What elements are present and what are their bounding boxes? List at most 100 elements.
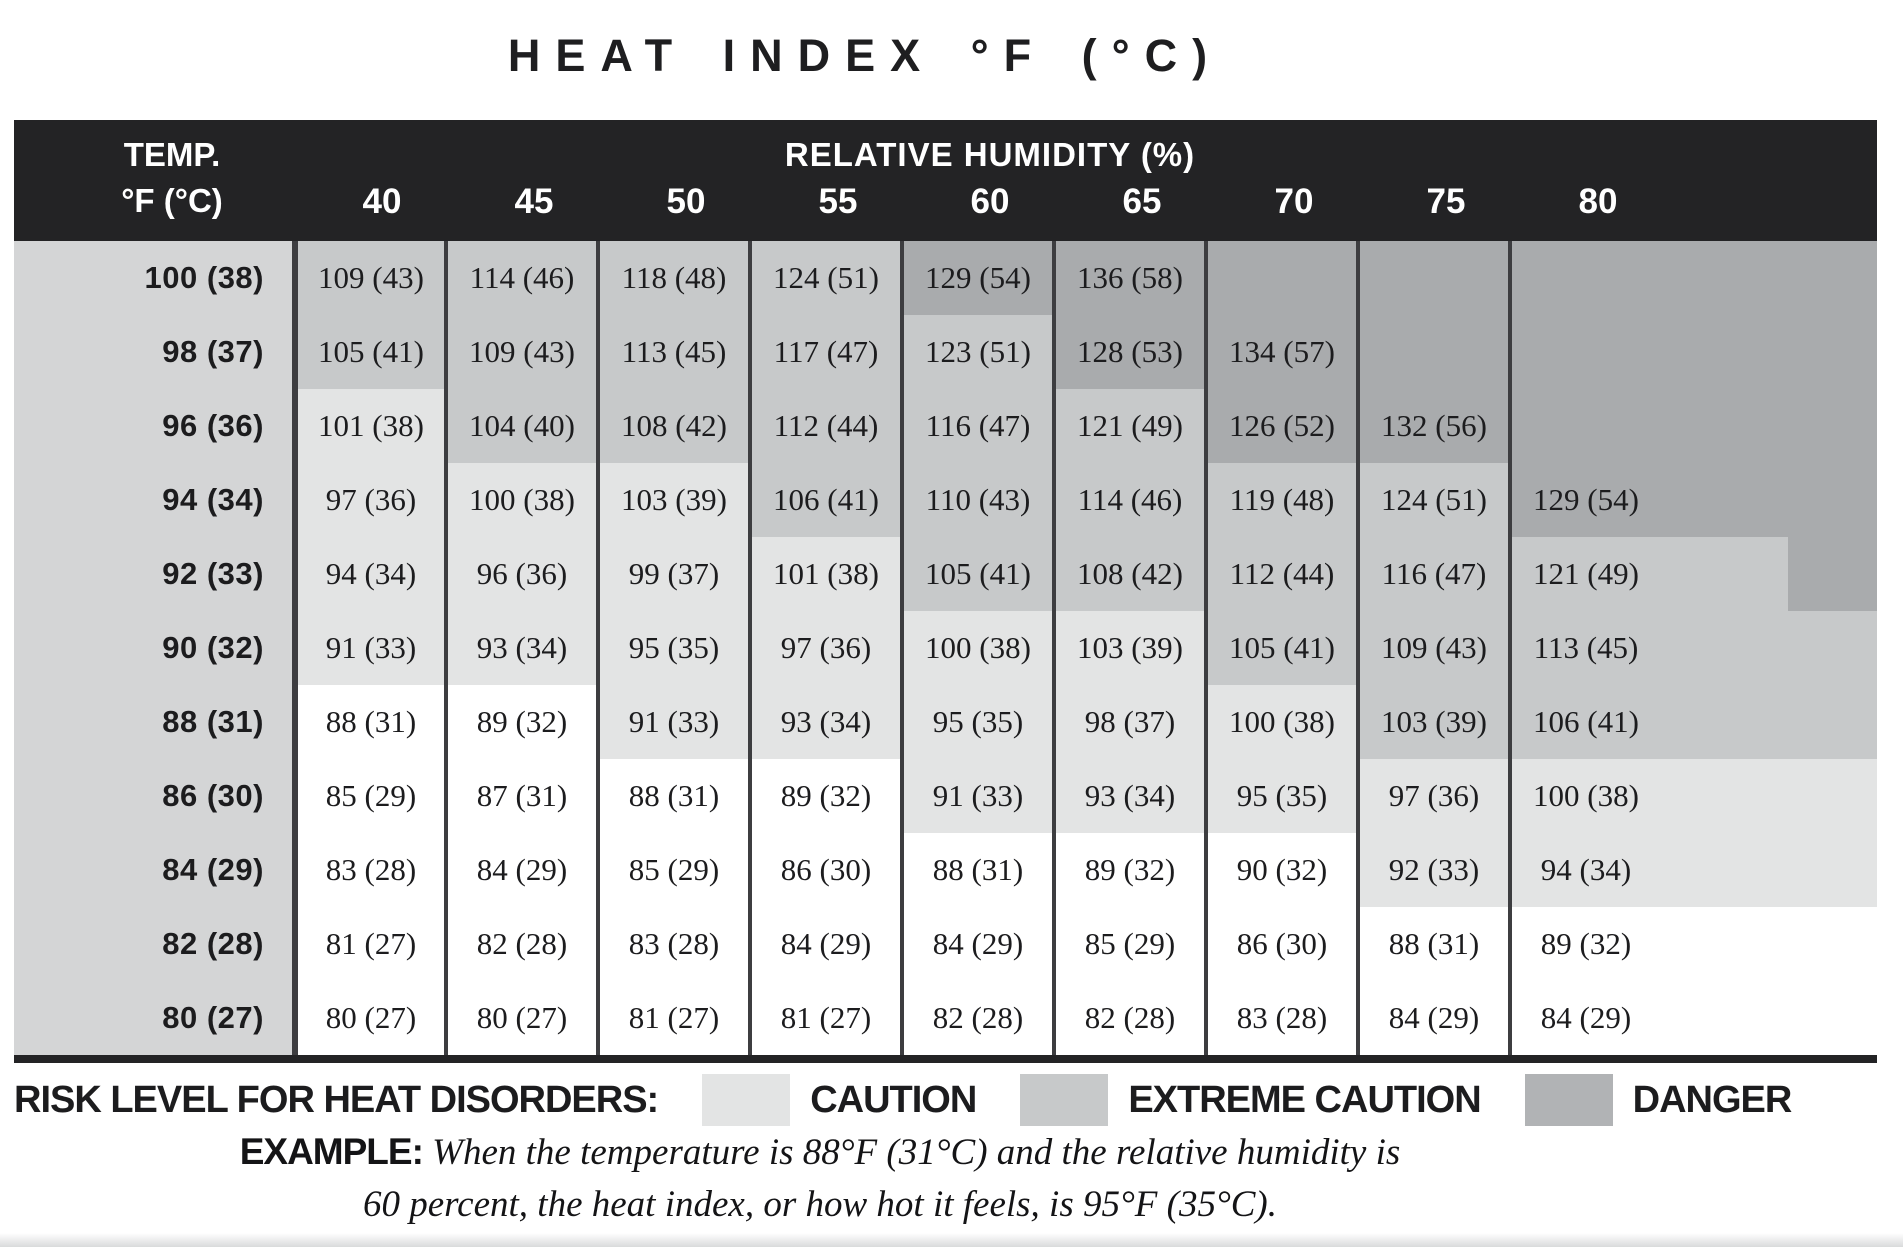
heat-index-cell: 101 (38) [292,389,444,463]
table-row: 80 (27) 80 (27) 80 (27) 81 (27) 81 (27) 82 (2… [14,981,1877,1055]
temp-cell: 88 (31) [14,685,292,759]
heat-index-cell: 83 (28) [1204,981,1356,1055]
heat-index-cell: 126 (52) [1204,389,1356,463]
heat-index-cell: 100 (38) [1204,685,1356,759]
heat-index-cell: 98 (37) [1052,685,1204,759]
heat-index-cell: 89 (32) [1052,833,1204,907]
temp-cell: 96 (36) [14,389,292,463]
heat-index-cell: 116 (47) [1356,537,1508,611]
risk-band-filler [1660,833,1877,907]
heat-index-cell [1508,241,1660,315]
danger-label: DANGER [1632,1078,1793,1121]
heat-index-cell: 103 (39) [596,463,748,537]
page-bottom-fade [0,1233,1903,1247]
example-line1: When the temperature is 88°F (31°C) and … [432,1132,1401,1173]
heat-index-cell: 105 (41) [292,315,444,389]
humidity-value: 75 [1426,182,1466,221]
risk-band-filler [1660,463,1877,537]
heat-index-cell: 92 (33) [1356,833,1508,907]
heat-index-cell: 80 (27) [444,981,596,1055]
humidity-value: 80 [1578,182,1618,221]
table-row: 100 (38) 109 (43) 114 (46) 118 (48) 124 (51)… [14,241,1877,315]
heat-index-cell: 86 (30) [748,833,900,907]
heat-index-cell: 96 (36) [444,537,596,611]
risk-band-filler [1660,315,1877,389]
risk-band-filler [1660,241,1877,315]
heat-index-cell: 105 (41) [900,537,1052,611]
heat-index-cell: 117 (47) [748,315,900,389]
risk-band-filler [1660,537,1877,611]
heat-index-cell: 121 (49) [1052,389,1204,463]
heat-index-table: TEMP. °F (°C) RELATIVE HUMIDITY (%) 40 45… [14,120,1877,1063]
heat-index-cell: 118 (48) [596,241,748,315]
heat-index-cell: 97 (36) [748,611,900,685]
heat-index-cell: 95 (35) [900,685,1052,759]
heat-index-cell: 106 (41) [1508,685,1660,759]
table-row: 94 (34) 97 (36) 100 (38) 103 (39) 106 (41) 11… [14,463,1877,537]
heat-index-cell: 84 (29) [748,907,900,981]
heat-index-cell: 110 (43) [900,463,1052,537]
legend-label: RISK LEVEL FOR HEAT DISORDERS: [14,1078,659,1121]
heat-index-cell: 81 (27) [292,907,444,981]
heat-index-cell: 121 (49) [1508,537,1660,611]
risk-band-filler [1660,907,1877,981]
risk-band-filler [1660,759,1877,833]
heat-index-cell: 109 (43) [292,241,444,315]
heat-index-cell: 85 (29) [292,759,444,833]
heat-index-cell: 84 (29) [1508,981,1660,1055]
heat-index-cell [1508,315,1660,389]
table-body: 100 (38) 109 (43) 114 (46) 118 (48) 124 (51)… [14,241,1877,1055]
humidity-value: 50 [666,182,706,221]
heat-index-cell: 93 (34) [748,685,900,759]
heat-index-cell: 116 (47) [900,389,1052,463]
heat-index-cell: 113 (45) [1508,611,1660,685]
heat-index-cell: 85 (29) [1052,907,1204,981]
humidity-values-row: 40 45 50 55 60 65 70 75 80 [306,182,1674,222]
heat-index-cell: 113 (45) [596,315,748,389]
heat-index-cell: 114 (46) [444,241,596,315]
heat-index-cell: 88 (31) [1356,907,1508,981]
heat-index-cell: 136 (58) [1052,241,1204,315]
heat-index-cell: 99 (37) [596,537,748,611]
table-row: 90 (32) 91 (33) 93 (34) 95 (35) 97 (36) 100 (… [14,611,1877,685]
heat-index-cell: 95 (35) [596,611,748,685]
heat-index-cell: 103 (39) [1356,685,1508,759]
heat-index-cell: 109 (43) [1356,611,1508,685]
table-bottom-border [14,1055,1877,1063]
temp-cell: 92 (33) [14,537,292,611]
heat-index-cell: 94 (34) [292,537,444,611]
humidity-value: 55 [818,182,858,221]
heat-index-cell: 83 (28) [596,907,748,981]
heat-index-cell: 129 (54) [1508,463,1660,537]
heat-index-cell: 106 (41) [748,463,900,537]
heat-index-cell: 124 (51) [1356,463,1508,537]
humidity-value: 40 [362,182,402,221]
temp-cell: 80 (27) [14,981,292,1055]
heat-index-cell: 89 (32) [748,759,900,833]
caution-swatch [702,1074,791,1126]
danger-swatch [1524,1074,1613,1126]
heat-index-cell: 112 (44) [1204,537,1356,611]
heat-index-cell: 105 (41) [1204,611,1356,685]
heat-index-cell: 91 (33) [292,611,444,685]
heat-index-cell: 104 (40) [444,389,596,463]
heat-index-cell: 108 (42) [1052,537,1204,611]
heat-index-cell: 82 (28) [900,981,1052,1055]
heat-index-cell: 89 (32) [1508,907,1660,981]
temp-cell: 84 (29) [14,833,292,907]
risk-band-filler [1660,611,1877,685]
risk-band-filler [1660,685,1877,759]
risk-band-filler [1660,981,1877,1055]
heat-index-cell: 94 (34) [1508,833,1660,907]
heat-index-cell: 93 (34) [444,611,596,685]
heat-index-cell: 112 (44) [748,389,900,463]
temp-cell: 100 (38) [14,241,292,315]
heat-index-cell: 124 (51) [748,241,900,315]
heat-index-cell: 84 (29) [1356,981,1508,1055]
heat-index-cell [1204,241,1356,315]
extreme-caution-label: EXTREME CAUTION [1128,1078,1481,1121]
heat-index-cell: 91 (33) [596,685,748,759]
heat-index-cell: 85 (29) [596,833,748,907]
heat-index-cell: 88 (31) [596,759,748,833]
heat-index-cell: 89 (32) [444,685,596,759]
